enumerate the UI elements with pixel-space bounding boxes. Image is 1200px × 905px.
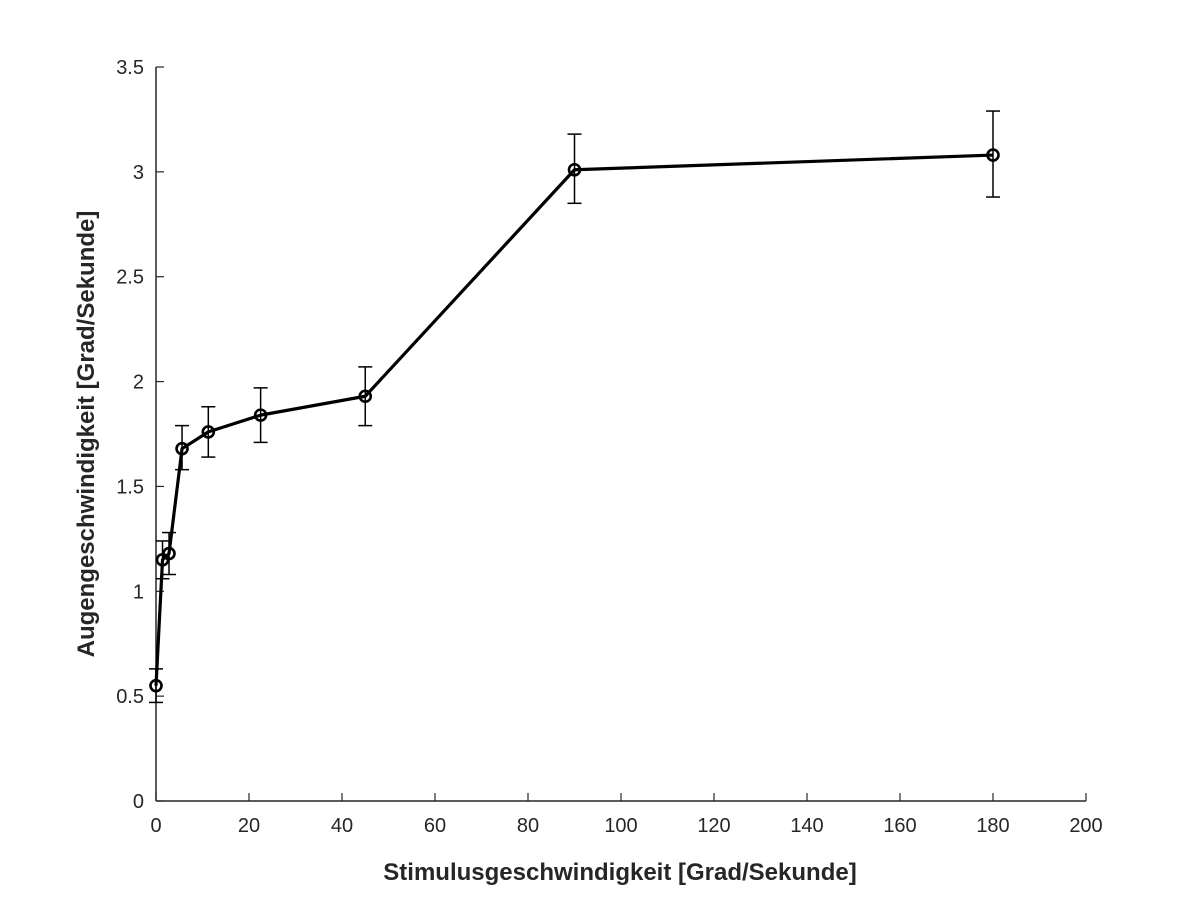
- y-tick-label: 1.5: [116, 476, 144, 498]
- data-point: [986, 148, 1000, 162]
- y-tick-label: 1: [133, 581, 144, 603]
- y-tick-label: 3.5: [116, 57, 144, 79]
- series-line: [154, 153, 994, 686]
- x-tick-label: 140: [790, 815, 823, 837]
- x-tick-label: 80: [517, 815, 539, 837]
- data-point: [149, 678, 163, 693]
- data-point: [201, 425, 216, 439]
- ticks: 0 20 40 60 80 100 120 140 160 180 200 0 0.5 1 1.5 2 2.5 3…: [116, 57, 1103, 837]
- data-point: [175, 441, 189, 456]
- x-tick-label: 180: [976, 815, 1009, 837]
- data-point: [162, 546, 176, 561]
- data-point: [253, 408, 268, 422]
- x-axis-label: Stimulusgeschwindigkeit [Grad/Sekunde]: [383, 859, 856, 886]
- x-tick-label: 40: [331, 815, 353, 837]
- data-point: [358, 389, 373, 404]
- error-bar: [986, 110, 1000, 198]
- error-bars: [149, 110, 1000, 704]
- x-tick-label: 0: [150, 815, 161, 837]
- x-tick-label: 160: [883, 815, 916, 837]
- x-tick-label: 200: [1069, 815, 1102, 837]
- series-line-layer: [154, 153, 994, 686]
- axes: [155, 67, 1086, 802]
- x-tick-label: 60: [424, 815, 446, 837]
- y-tick-label: 0.5: [116, 686, 144, 708]
- y-tick-label: 2: [133, 372, 144, 394]
- x-tick-label: 20: [238, 815, 260, 837]
- y-tick-label: 3: [133, 162, 144, 184]
- y-axis-label: Augengeschwindigkeit [Grad/Sekunde]: [73, 211, 100, 658]
- x-tick-label: 120: [697, 815, 730, 837]
- data-markers: [149, 148, 1000, 693]
- x-tick-label: 100: [604, 815, 637, 837]
- y-tick-label: 0: [133, 791, 144, 813]
- y-tick-label: 2.5: [116, 267, 144, 289]
- data-point: [567, 162, 582, 177]
